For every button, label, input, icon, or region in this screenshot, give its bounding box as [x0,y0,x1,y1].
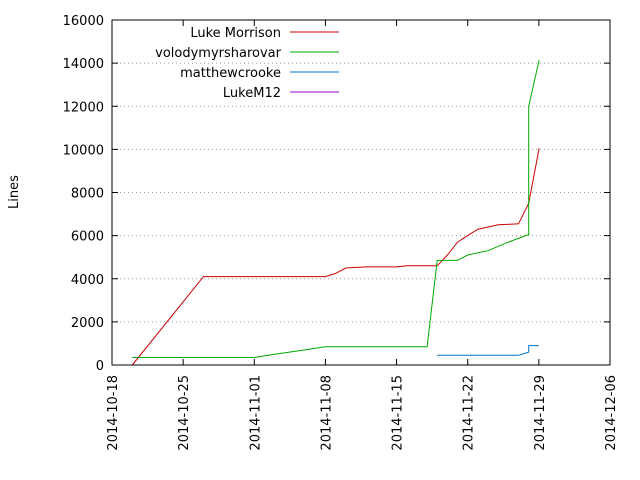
series-line-2 [437,345,539,356]
y-tick-label: 6000 [71,230,104,245]
x-tick-label: 2014-11-08 [319,375,334,451]
series-line-1 [132,59,540,358]
legend-label: Luke Morrison [190,26,281,41]
grid-lines [112,62,610,323]
x-tick-label: 2014-12-06 [604,375,619,451]
y-tick-label: 16000 [63,14,104,29]
series-lines [131,59,540,366]
legend-label: matthewcrooke [180,66,281,81]
y-axis: 0 2000 4000 6000 8000 10000 12000 14000 16000 [63,14,610,374]
x-tick-label: 2014-10-25 [177,375,192,451]
legend-label: volodymyrsharovar [155,46,282,61]
x-tick-label: 2014-11-15 [391,375,406,451]
y-tick-label: 12000 [63,100,104,115]
y-tick-label: 0 [96,359,104,374]
y-tick-label: 14000 [63,57,104,72]
x-axis: 2014-10-18 2014-10-25 2014-11-01 2014-11-08… [106,20,619,451]
legend-label: LukeM12 [223,86,281,101]
x-tick-label: 2014-11-01 [248,375,263,451]
x-tick-label: 2014-10-18 [106,375,121,451]
x-tick-label: 2014-11-29 [533,375,548,451]
legend: Luke Morrison volodymyrsharovar matthewcro… [155,26,339,101]
y-tick-label: 8000 [71,187,104,202]
y-tick-label: 10000 [63,143,104,158]
y-axis-label: Lines [7,175,22,209]
y-tick-label: 2000 [71,316,104,331]
y-tick-label: 4000 [71,273,104,288]
series-line-0 [131,148,540,366]
x-tick-label: 2014-11-22 [462,375,477,451]
